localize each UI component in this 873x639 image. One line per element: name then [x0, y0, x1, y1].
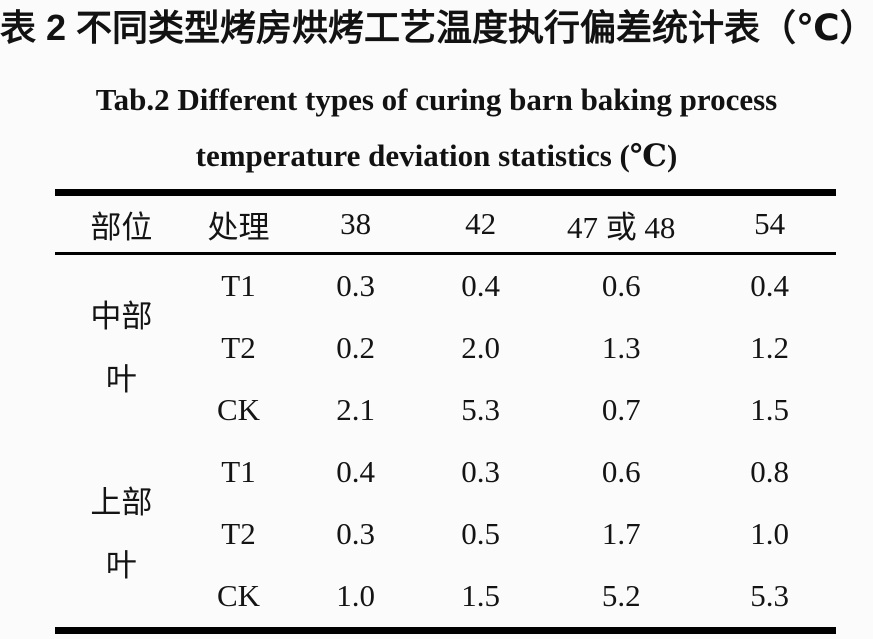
column-header-47-48: 47 或 48: [566, 209, 676, 245]
value-cell: 5.3: [750, 578, 789, 613]
value-cell: 0.5: [461, 516, 500, 551]
value-cell: 0.7: [601, 392, 641, 427]
value-cell: 0.2: [336, 330, 376, 365]
value-cell: 1.7: [601, 516, 641, 551]
table-caption-chinese: 表 2 不同类型烤房烘烤工艺温度执行偏差统计表（℃）: [0, 7, 873, 48]
value-cell: 0.4: [336, 454, 376, 489]
part-cell-upper-leaf: 上部 叶: [55, 441, 188, 631]
value-cell: 0.4: [750, 268, 789, 303]
treatment-cell: CK: [216, 392, 261, 427]
value-cell: 0.3: [336, 516, 376, 551]
column-header-42: 42: [465, 206, 497, 241]
treatment-cell: T2: [221, 330, 256, 365]
part-cell-middle-leaf: 中部 叶: [55, 254, 188, 442]
value-cell: 0.6: [601, 268, 641, 303]
value-cell: 0.3: [336, 268, 376, 303]
table-row: T2 0.2 2.0 1.3 1.2: [55, 317, 836, 379]
table-row: 中部 叶 T1 0.3 0.4 0.6 0.4: [55, 254, 836, 397]
treatment-cell: CK: [216, 578, 261, 613]
value-cell: 1.0: [750, 516, 789, 551]
table-row: CK 2.1 5.3 0.7 1.5: [55, 379, 836, 441]
value-cell: 1.0: [336, 578, 376, 613]
value-cell: 1.5: [461, 578, 500, 613]
temperature-deviation-table: 部位 处理 38 42 47 或 48 54 中部 叶 T1 0.3 0.4 0…: [55, 189, 836, 634]
table-row: CK 1.0 1.5 5.2 5.3: [55, 565, 836, 631]
value-cell: 1.5: [750, 392, 789, 427]
column-header-part: 部位: [90, 209, 153, 245]
table-caption-english-line2: temperature deviation statistics (℃): [195, 138, 678, 173]
value-cell: 1.2: [750, 330, 789, 365]
header-row: 部位 处理 38 42 47 或 48 54: [55, 193, 836, 254]
treatment-cell: T2: [221, 516, 256, 551]
value-cell: 0.4: [461, 268, 500, 303]
table-caption-english-line1: Tab.2 Different types of curing barn bak…: [95, 82, 778, 117]
value-cell: 5.3: [461, 392, 500, 427]
table-row: T2 0.3 0.5 1.7 1.0: [55, 503, 836, 565]
table-row: 上部 叶 T1 0.4 0.3 0.6 0.8: [55, 441, 836, 583]
value-cell: 0.6: [601, 454, 641, 489]
column-header-54: 54: [754, 206, 786, 241]
value-cell: 0.8: [750, 454, 789, 489]
part-label: 上部 叶: [90, 485, 153, 583]
value-cell: 2.0: [461, 330, 500, 365]
table-caption-english: Tab.2 Different types of curing barn bak…: [0, 72, 873, 184]
column-header-treatment: 处理: [207, 209, 270, 245]
treatment-cell: T1: [221, 454, 256, 489]
column-header-38: 38: [340, 206, 372, 241]
value-cell: 0.3: [461, 454, 500, 489]
value-cell: 2.1: [336, 392, 376, 427]
value-cell: 5.2: [601, 578, 641, 613]
treatment-cell: T1: [221, 268, 256, 303]
value-cell: 1.3: [601, 330, 641, 365]
part-label: 中部 叶: [90, 299, 153, 397]
